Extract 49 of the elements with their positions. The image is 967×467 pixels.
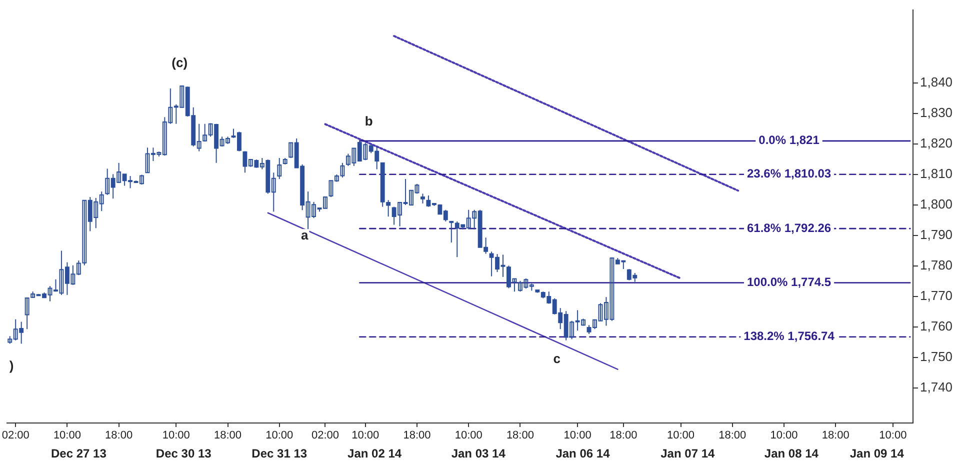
- x-tick-label: 10:00: [53, 430, 81, 442]
- y-tick-label: 1,770: [920, 288, 953, 304]
- x-tick-label: 10:00: [564, 430, 592, 442]
- x-tick-label: 18:00: [718, 430, 746, 442]
- x-tick-label: 10:00: [162, 430, 190, 442]
- x-tick-label: 18:00: [822, 430, 850, 442]
- x-tick-label: 18:00: [610, 430, 638, 442]
- x-tick-label: 10:00: [770, 430, 798, 442]
- series-label: 138.2% 1,756.74: [744, 329, 835, 344]
- text: Dec 31 13: [252, 446, 308, 460]
- text: Jan 09 14: [850, 446, 904, 460]
- series-label: 23.6% 1,810.03: [746, 166, 832, 181]
- y-tick-label: 1,790: [920, 227, 953, 242]
- annotation: c: [553, 351, 561, 366]
- text: Jan 06 14: [556, 446, 610, 460]
- x-tick-label: 10:00: [352, 430, 380, 442]
- annotation: a: [300, 228, 309, 243]
- series-label: 100.0% 1,774.5: [746, 275, 832, 290]
- x-tick-label: 10:00: [266, 430, 294, 442]
- series-label: 0.0% 1,821: [758, 133, 820, 148]
- y-tick-label: 1,750: [920, 349, 953, 364]
- y-tick-label: 1,810: [920, 166, 953, 182]
- y-tick-label: 1,820: [920, 136, 953, 151]
- x-tick-label: 18:00: [105, 430, 133, 442]
- text: Dec 30 13: [156, 446, 212, 460]
- text: Dec 27 13: [50, 446, 107, 460]
- x-tick-label: 02:00: [311, 430, 340, 442]
- candlestick: [277, 158, 282, 180]
- y-tick-label: 1,760: [920, 318, 953, 334]
- x-tick-label: 10:00: [879, 430, 907, 442]
- y-tick-label: 1,830: [920, 105, 953, 120]
- text: Jan 07 14: [660, 446, 715, 460]
- annotation: (c): [172, 55, 188, 70]
- y-tick-label: 1,740: [920, 380, 953, 395]
- x-tick-label: 10:00: [667, 430, 695, 442]
- text: Jan 02 14: [348, 446, 402, 460]
- x-tick-label: 18:00: [403, 430, 431, 442]
- x-tick-label: 10:00: [454, 430, 482, 442]
- x-tick-label: 02:00: [2, 430, 30, 442]
- annotation: ): [9, 358, 14, 374]
- y-tick-label: 1,800: [920, 196, 953, 212]
- y-tick-label: 1,780: [920, 258, 953, 273]
- x-tick-label: 18:00: [214, 430, 242, 442]
- text: Jan 08 14: [764, 446, 819, 460]
- series-label: 61.8% 1,792.26: [746, 220, 832, 235]
- text: Jan 03 14: [451, 446, 506, 460]
- x-tick-label: 18:00: [506, 430, 534, 442]
- y-tick-label: 1,840: [920, 74, 953, 90]
- annotation: b: [364, 114, 373, 129]
